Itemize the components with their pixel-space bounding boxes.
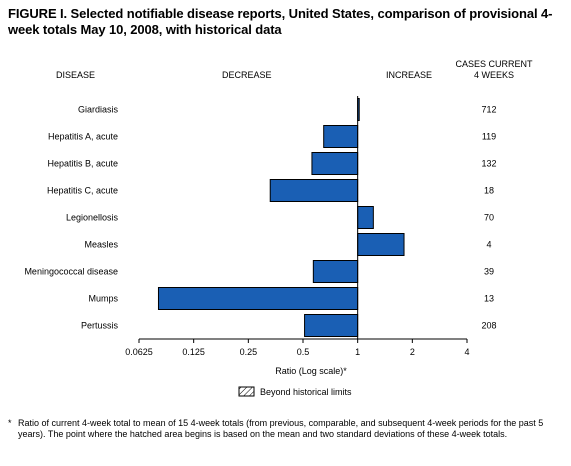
x-tick-label: 0.125	[182, 347, 205, 357]
category-label: Measles	[84, 240, 118, 250]
category-label: Giardiasis	[78, 105, 119, 115]
bar	[323, 125, 359, 148]
bar	[357, 206, 374, 229]
figure-title: FIGURE I. Selected notifiable disease re…	[8, 6, 553, 37]
header-cases-line1: CASES CURRENT	[455, 59, 533, 69]
bar	[304, 314, 359, 337]
x-axis-ticks: 0.0625 0.125 0.25 0.5 1 2 4	[125, 339, 470, 357]
chart-rows: Giardiasis 712 Hepatitis A, acute 119 Hepati…	[24, 98, 497, 337]
x-tick-label: 1	[355, 347, 360, 357]
cases-count: 208	[481, 321, 496, 331]
x-tick-label: 0.0625	[125, 347, 153, 357]
footnote-text: Ratio of current 4-week total to mean of…	[18, 418, 544, 439]
category-label: Hepatitis A, acute	[48, 132, 118, 142]
header-decrease: DECREASE	[222, 70, 272, 80]
cases-count: 39	[484, 267, 494, 277]
category-label: Pertussis	[81, 321, 119, 331]
footnote-mark: *	[8, 418, 12, 428]
cases-count: 4	[486, 240, 491, 250]
header-disease: DISEASE	[56, 70, 95, 80]
bar	[269, 179, 359, 202]
x-tick-label: 0.5	[297, 347, 310, 357]
x-tick-label: 0.25	[240, 347, 258, 357]
category-label: Hepatitis C, acute	[47, 186, 118, 196]
bar	[357, 233, 405, 256]
cases-count: 712	[481, 105, 496, 115]
header-increase: INCREASE	[386, 70, 432, 80]
category-label: Mumps	[88, 294, 118, 304]
category-label: Meningococcal disease	[24, 267, 118, 277]
header-cases-line2: 4 WEEKS	[474, 70, 514, 80]
legend-label: Beyond historical limits	[260, 387, 352, 397]
legend-swatch-hatched	[238, 386, 255, 397]
footnote: * Ratio of current 4-week total to mean …	[8, 418, 564, 440]
x-tick-label: 2	[410, 347, 415, 357]
bar	[311, 152, 359, 175]
bar	[312, 260, 359, 283]
x-axis-label: Ratio (Log scale)*	[275, 366, 347, 376]
category-label: Hepatitis B, acute	[47, 159, 118, 169]
bar	[157, 287, 359, 310]
cases-count: 18	[484, 186, 494, 196]
category-label: Legionellosis	[66, 213, 119, 223]
cases-count: 13	[484, 294, 494, 304]
cases-count: 132	[481, 159, 496, 169]
cases-count: 119	[482, 132, 496, 142]
cases-count: 70	[484, 213, 494, 223]
x-tick-label: 4	[464, 347, 469, 357]
